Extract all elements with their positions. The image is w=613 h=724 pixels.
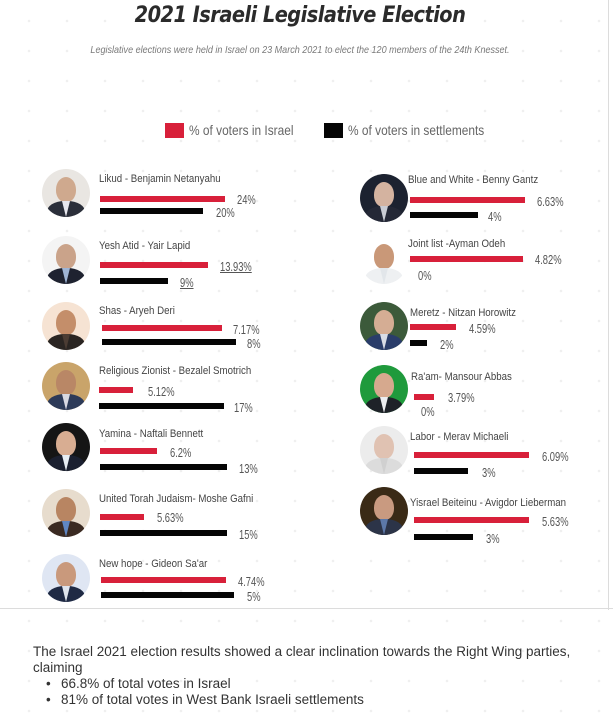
value-israel: 4.59% — [469, 321, 496, 336]
avatar-lapid — [42, 236, 90, 284]
legend: % of voters in Israel % of voters in set… — [165, 121, 508, 139]
bar-israel — [410, 197, 525, 203]
frame-right-border — [608, 0, 609, 610]
bar-israel — [102, 325, 222, 331]
avatar-bennett — [42, 423, 90, 471]
party-label: Joint list -Ayman Odeh — [408, 238, 506, 250]
bar-israel — [100, 196, 225, 202]
bar-settlements — [99, 403, 224, 409]
bar-israel — [100, 514, 144, 520]
legend-label-settlements: % of voters in settlements — [348, 122, 485, 138]
value-israel: 4.82% — [535, 252, 562, 267]
value-settlements: 9% — [180, 275, 194, 290]
value-israel: 5.63% — [542, 514, 569, 529]
bar-settlements — [100, 208, 203, 214]
value-israel: 7.17% — [233, 322, 260, 337]
value-settlements: 20% — [216, 205, 235, 220]
value-settlements: 8% — [247, 336, 261, 351]
value-israel: 6.2% — [170, 445, 192, 460]
summary-intro: The Israel 2021 election results showed … — [33, 644, 571, 675]
avatar-odeh — [360, 236, 408, 284]
summary-bullet: 81% of total votes in West Bank Israeli … — [46, 692, 593, 708]
party-label: Likud - Benjamin Netanyahu — [99, 173, 221, 185]
bar-israel — [414, 394, 434, 400]
value-settlements: 13% — [239, 461, 258, 476]
value-israel: 5.12% — [148, 384, 175, 399]
party-label: Ra'am- Mansour Abbas — [411, 371, 512, 383]
party-label: Blue and White - Benny Gantz — [408, 174, 539, 186]
bar-israel — [414, 517, 529, 523]
bar-settlements — [102, 339, 236, 345]
avatar-abbas — [360, 365, 408, 413]
bar-israel — [101, 577, 226, 583]
legend-swatch-red — [165, 122, 184, 138]
section-divider — [0, 608, 613, 609]
bar-settlements — [414, 468, 468, 474]
bar-israel — [414, 452, 529, 458]
chart-title: 2021 Israeli Legislative Election — [134, 3, 466, 28]
value-israel: 13.93% — [220, 259, 252, 274]
summary-bullets: 66.8% of total votes in Israel 81% of to… — [46, 676, 593, 708]
value-israel: 6.09% — [542, 449, 569, 464]
party-label: Yamina - Naftali Bennett — [99, 428, 204, 440]
legend-item-israel: % of voters in Israel — [165, 122, 324, 138]
value-settlements: 4% — [488, 209, 502, 224]
value-israel: 5.63% — [157, 510, 184, 525]
party-label: Meretz - Nitzan Horowitz — [410, 307, 516, 319]
party-label: Religious Zionist - Bezalel Smotrich — [99, 365, 252, 377]
bar-settlements — [414, 534, 473, 540]
value-settlements: 5% — [247, 589, 261, 604]
avatar-horowitz — [360, 302, 408, 350]
legend-item-settlements: % of voters in settlements — [324, 122, 508, 138]
value-settlements: 0% — [418, 268, 432, 283]
bar-settlements — [100, 530, 227, 536]
avatar-deri — [42, 302, 90, 350]
value-settlements: 3% — [482, 465, 496, 480]
value-settlements: 0% — [421, 404, 435, 419]
value-settlements: 15% — [239, 527, 258, 542]
value-settlements: 2% — [440, 337, 454, 352]
bar-israel — [100, 448, 157, 454]
value-israel: 4.74% — [238, 574, 265, 589]
value-israel: 24% — [237, 192, 256, 207]
party-label: Yesh Atid - Yair Lapid — [99, 240, 191, 252]
bar-israel — [100, 262, 208, 268]
legend-label-israel: % of voters in Israel — [189, 122, 294, 138]
avatar-netanyahu — [42, 169, 90, 217]
bar-settlements — [100, 278, 168, 284]
bar-settlements — [100, 464, 227, 470]
bar-settlements — [410, 212, 478, 218]
party-label: Shas - Aryeh Deri — [99, 305, 175, 317]
avatar-gafni — [42, 489, 90, 537]
party-label: United Torah Judaism- Moshe Gafni — [99, 493, 254, 505]
summary-bullet: 66.8% of total votes in Israel — [46, 676, 593, 692]
bar-settlements — [101, 592, 234, 598]
avatar-smotrich — [42, 362, 90, 410]
avatar-saar — [42, 554, 90, 602]
bar-israel — [99, 387, 133, 393]
value-israel: 3.79% — [448, 390, 475, 405]
party-label: New hope - Gideon Sa'ar — [99, 558, 208, 570]
party-label: Labor - Merav Michaeli — [410, 431, 509, 443]
avatar-gantz — [360, 174, 408, 222]
legend-swatch-black — [324, 122, 343, 138]
chart-subtitle: Legislative elections were held in Israe… — [90, 44, 510, 56]
bar-israel — [410, 256, 523, 262]
avatar-lieberman — [360, 487, 408, 535]
avatar-michaeli — [360, 426, 408, 474]
party-label: Yisrael Beiteinu - Avigdor Lieberman — [410, 497, 567, 509]
bar-settlements — [410, 340, 427, 346]
value-settlements: 3% — [486, 531, 500, 546]
value-settlements: 17% — [234, 400, 253, 415]
summary-text-block: The Israel 2021 election results showed … — [33, 644, 593, 708]
bar-israel — [410, 324, 456, 330]
value-israel: 6.63% — [537, 194, 564, 209]
